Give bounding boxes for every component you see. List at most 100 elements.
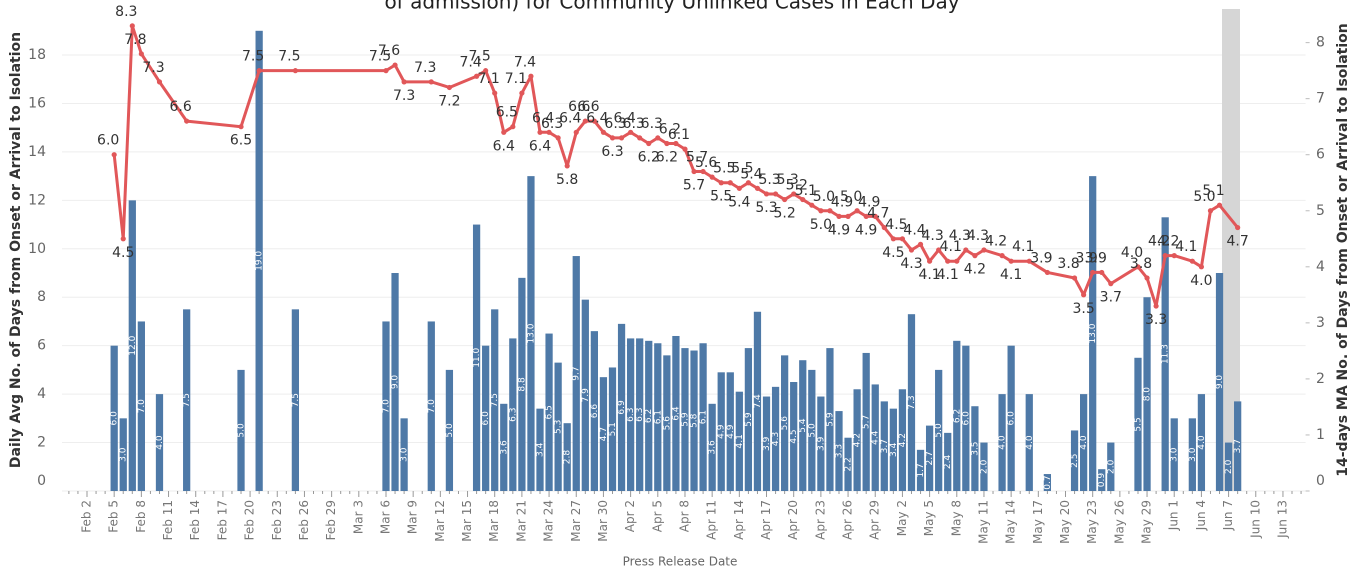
line-value-label: 4.2 bbox=[964, 262, 986, 278]
line-point bbox=[682, 146, 688, 152]
x-tick-label: May 8 bbox=[949, 500, 963, 536]
bar bbox=[1080, 394, 1088, 491]
line-segment bbox=[683, 147, 696, 174]
line-point bbox=[473, 73, 480, 79]
bar-value-label: 3.5 bbox=[970, 441, 980, 455]
bar bbox=[617, 323, 626, 491]
bar bbox=[110, 345, 118, 491]
line-value-label: 7.1 bbox=[505, 71, 527, 87]
line-point bbox=[890, 236, 896, 242]
line-value-label: 3.9 bbox=[1076, 250, 1098, 266]
bar-value-label: 13.0 bbox=[1088, 323, 1098, 343]
line-value-label: 5.7 bbox=[686, 150, 708, 166]
line-segment bbox=[484, 69, 497, 95]
line-value-label: 6.3 bbox=[601, 144, 623, 160]
line-value-label: 6.5 bbox=[230, 133, 252, 149]
x-tick-label: Jun 13 bbox=[1275, 500, 1289, 539]
bar bbox=[645, 340, 653, 491]
line-point bbox=[184, 118, 190, 124]
x-axis-title: Press Release Date bbox=[623, 555, 738, 569]
line-segment bbox=[1145, 276, 1158, 308]
line-point bbox=[582, 118, 588, 124]
bar bbox=[672, 335, 680, 491]
line-value-label: 7.3 bbox=[414, 60, 436, 76]
line-point bbox=[1044, 269, 1050, 276]
line-value-label: 6.6 bbox=[170, 99, 192, 115]
bar-value-label: 4.2 bbox=[853, 433, 863, 447]
bar bbox=[1007, 345, 1015, 491]
y-tick-label: 0 bbox=[37, 473, 46, 489]
line-point bbox=[129, 23, 135, 29]
line-value-label: 7.8 bbox=[124, 32, 146, 48]
bar bbox=[1215, 273, 1224, 491]
line-value-label: 4.3 bbox=[967, 228, 989, 244]
line-segment bbox=[1027, 259, 1049, 274]
bar-value-label: 6.4 bbox=[671, 406, 681, 421]
line-point bbox=[618, 135, 625, 141]
bar bbox=[1161, 217, 1169, 491]
bar bbox=[1188, 418, 1196, 491]
line-value-label: 4.9 bbox=[828, 222, 850, 238]
bar-value-label: 2.8 bbox=[563, 450, 573, 465]
bar bbox=[1025, 394, 1033, 491]
x-tick-label: Mar 9 bbox=[406, 500, 420, 534]
line-point bbox=[492, 90, 498, 96]
x-tick-label: Jun 7 bbox=[1221, 500, 1235, 531]
line-segment bbox=[919, 242, 932, 263]
x-tick-label: Apr 14 bbox=[732, 500, 746, 540]
line-segment bbox=[139, 52, 161, 84]
x-tick-label: Apr 11 bbox=[705, 500, 719, 540]
y2-tick-label: 6 bbox=[1316, 147, 1325, 163]
line-value-label: 6.6 bbox=[568, 99, 590, 115]
line-value-label: 4.3 bbox=[922, 228, 944, 244]
line-value-label: 6.3 bbox=[541, 116, 563, 132]
bar bbox=[853, 389, 861, 491]
line-point bbox=[963, 247, 969, 253]
bar-value-label: 3.0 bbox=[119, 447, 129, 462]
bar bbox=[1107, 442, 1115, 491]
line-point bbox=[1108, 281, 1114, 287]
x-tick-label: Apr 23 bbox=[813, 500, 827, 540]
bar-value-label: 3.7 bbox=[880, 439, 890, 453]
x-tick-label: May 14 bbox=[1004, 500, 1018, 544]
x-tick-label: Feb 5 bbox=[107, 500, 121, 533]
line-value-label: 6.5 bbox=[496, 105, 518, 121]
bar bbox=[962, 345, 970, 491]
line-value-label: 7.5 bbox=[369, 49, 391, 65]
bar-value-label: 6.2 bbox=[952, 409, 962, 423]
bar bbox=[636, 338, 644, 491]
bar bbox=[790, 382, 798, 491]
line-point bbox=[528, 73, 534, 79]
x-tick-label: Jun 1 bbox=[1167, 500, 1181, 531]
x-tick-label: Jun 4 bbox=[1194, 500, 1208, 531]
bar-value-label: 2.0 bbox=[1106, 459, 1116, 474]
bar bbox=[844, 437, 852, 491]
line-point bbox=[510, 124, 516, 130]
line-value-label: 4.1 bbox=[1175, 239, 1197, 255]
bar bbox=[1043, 474, 1052, 491]
line-point bbox=[1071, 275, 1078, 281]
line-point bbox=[1008, 258, 1014, 264]
line-value-label: 6.2 bbox=[659, 122, 681, 138]
bar bbox=[472, 224, 481, 491]
bar bbox=[599, 377, 608, 491]
line-point bbox=[691, 168, 697, 175]
line-value-label: 4.0 bbox=[1121, 245, 1143, 261]
x-tick-label: Feb 14 bbox=[188, 500, 202, 540]
line-point bbox=[1235, 224, 1241, 231]
bar bbox=[155, 394, 164, 491]
line-value-label: 5.0 bbox=[1193, 189, 1215, 205]
line-value-label: 7.6 bbox=[378, 43, 400, 59]
bar bbox=[509, 338, 517, 491]
bar bbox=[1224, 442, 1233, 491]
bar-value-label: 5.9 bbox=[680, 412, 690, 427]
bar bbox=[735, 391, 743, 491]
bar-value-label: 19.0 bbox=[255, 251, 265, 271]
bar bbox=[1170, 418, 1178, 491]
line-value-label: 6.1 bbox=[668, 127, 690, 143]
bar bbox=[744, 348, 753, 491]
x-tick-label: Apr 17 bbox=[759, 500, 773, 540]
bar-value-label: 5.9 bbox=[825, 412, 835, 427]
line-point bbox=[383, 68, 389, 74]
